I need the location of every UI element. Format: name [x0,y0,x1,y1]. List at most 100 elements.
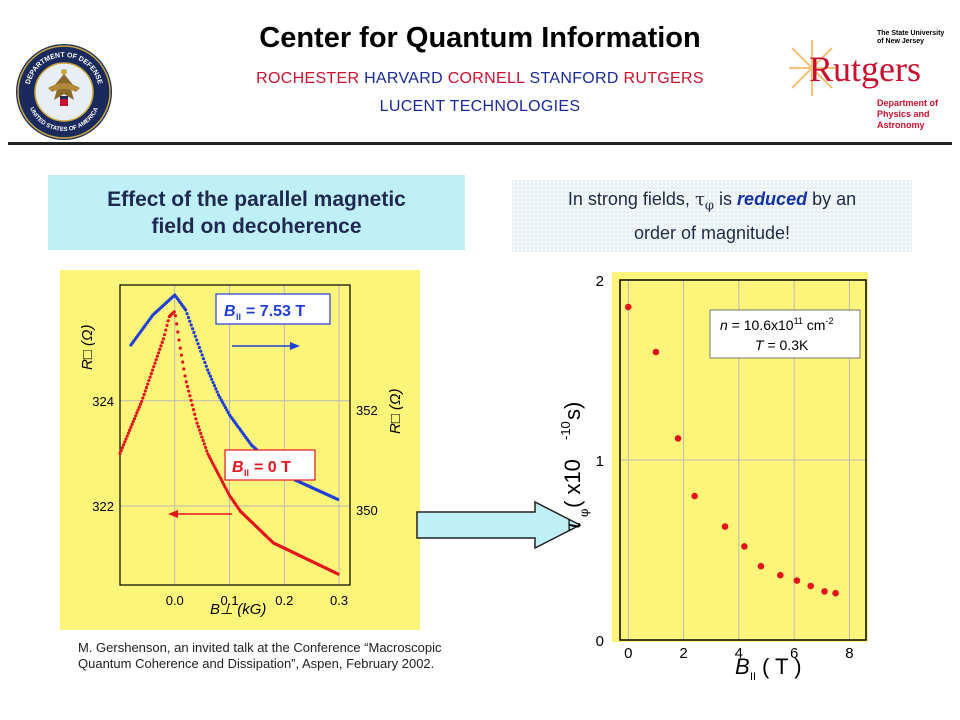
blue-data-point [195,338,199,342]
tau-data-point [624,303,632,311]
red-data-point [189,398,193,402]
annotation-box-red [224,449,316,481]
blue-data-point [225,408,229,412]
institution-harvard: HARVARD [364,70,443,87]
x-tick-label: 0.2 [275,593,293,608]
red-data-point [138,402,143,406]
svg-text:( x10: ( x10 [560,459,585,508]
red-data-point [202,442,206,446]
blue-data-point [203,360,207,365]
institutions-line-2: LUCENT TECHNOLOGIES [379,98,581,115]
legend-n: n = 10.6x1011 cm-2 [720,316,834,333]
red-data-point [172,310,176,314]
svg-text:-10: -10 [558,421,573,440]
left-heading-box: Effect of the parallel magnetic field on… [48,175,465,250]
red-data-point [125,434,129,438]
annotation-red-sub: II [244,468,249,478]
red-data-point [336,572,340,576]
right-plot-legend [709,309,861,359]
blue-data-point [214,387,218,391]
right-y-tick-label: 1 [596,453,604,470]
tau-data-point [757,562,765,570]
red-data-point [146,382,150,386]
tau-data-point [674,435,682,442]
red-data-point [175,322,179,326]
red-data-point [181,360,185,364]
left-resistance-plot: 0.0 0.1 0.2 0.3 322 324 350 352 B II = 7.53 T B… [60,270,420,630]
red-data-point [164,328,168,332]
red-data-point [150,368,155,372]
blue-data-point [212,384,217,388]
red-data-point [166,319,170,323]
red-data-point [122,443,126,447]
series-tau-phi [624,303,839,597]
right-x-tick-label: 8 [845,645,853,662]
note-post: by an [807,189,857,210]
red-data-point [205,449,209,453]
arrow-right-blue [232,342,300,350]
red-data-point [165,323,169,328]
x-tick-label: 0.3 [330,593,348,608]
rutgers-logo: The State University of New Jersey Rutger… [787,30,952,130]
header-divider [8,142,952,145]
red-data-point [143,389,147,393]
left-y-axis-label: R□ (Ω) [79,325,96,370]
right-y-tick-label: 0 [596,633,604,650]
left-plot-frame [119,284,351,586]
right-tau-plot: 0 2 4 6 8 0 1 2 n = 10.6x1011 cm-2 T = 0.3K τ φ… [558,272,868,683]
rutgers-wordmark: Rutgers [809,49,921,89]
blue-data-point [206,368,210,372]
tau-symbol: τ [694,189,705,211]
red-data-point [197,428,202,432]
red-data-point [155,354,159,358]
note-pre: In strong fields, [567,189,695,210]
red-data-point [137,405,141,409]
red-data-point [158,347,162,351]
blue-data-point [207,371,211,375]
red-data-point [195,421,199,425]
tau-data-point [721,523,729,530]
red-data-point [135,411,139,415]
blue-data-point [190,327,195,331]
right-y-axis-label: τ φ ( x10 -10 s) [558,402,591,532]
blue-data-point [201,357,206,361]
note-line2: order of magnitude! [633,222,791,243]
blue-data-point [186,315,191,320]
right-x-label-unit: ( T ) [762,654,802,679]
blue-data-point [336,497,340,501]
red-data-point [196,424,200,429]
blue-data-point [185,312,189,316]
institutions-line-1: ROCHESTER HARVARD CORNELL STANFORD RUTGE… [0,70,960,88]
right-y-tick-label: 350 [356,503,378,518]
blue-data-point [197,345,202,350]
red-data-point [152,365,156,369]
blue-data-point [219,398,223,402]
page-title: Center for Quantum Information [259,22,701,54]
tau-data-point [777,571,784,579]
tau-data-point [832,589,839,597]
tau-data-point [793,577,801,584]
red-data-point [136,408,140,412]
red-data-point [154,358,158,362]
red-data-point [134,414,138,418]
big-right-arrow-icon [416,500,582,550]
right-x-label-base: B [735,654,750,679]
blue-data-point [193,334,197,338]
red-data-point [159,344,163,348]
phi-subscript: φ [704,198,715,214]
right-x-tick-label: 2 [679,645,687,662]
red-data-point [147,378,151,383]
red-data-point [162,333,167,337]
red-data-point [160,340,164,344]
red-data-point [201,438,205,443]
red-data-point [119,448,123,453]
red-data-point [123,440,127,444]
red-data-point [126,431,131,435]
red-data-point [203,445,208,450]
red-data-point [142,392,146,397]
red-data-point [183,374,187,378]
blue-data-point [184,308,188,312]
red-data-point [173,314,178,318]
red-data-point [149,372,153,376]
right-plot-ticks: 0 2 4 6 8 0 1 2 [596,273,854,662]
